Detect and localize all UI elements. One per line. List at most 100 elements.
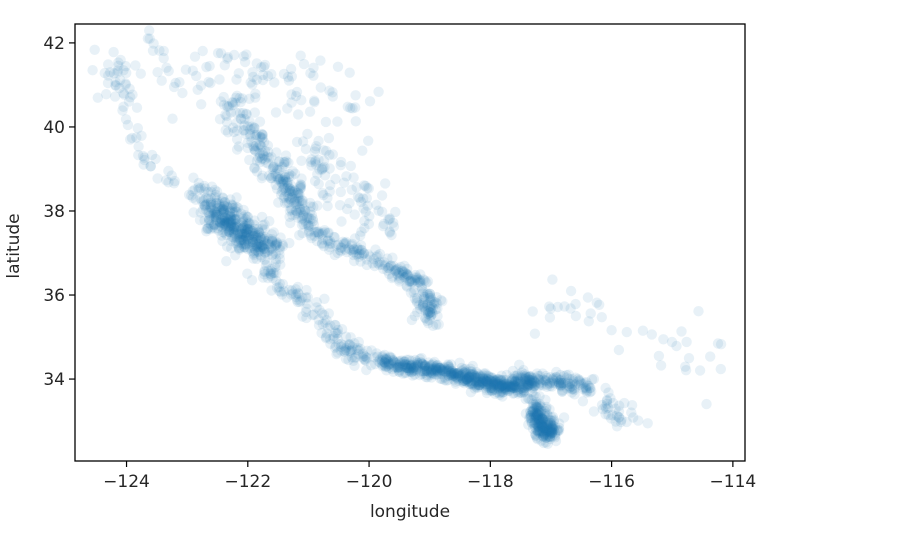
data-point <box>308 70 319 81</box>
data-point <box>517 381 529 392</box>
data-point <box>445 369 456 380</box>
data-point <box>242 142 253 154</box>
data-point <box>482 380 494 391</box>
data-point <box>226 235 237 247</box>
data-point <box>247 237 258 248</box>
data-point <box>234 227 246 238</box>
data-point <box>216 214 227 225</box>
data-point <box>224 216 235 227</box>
data-point <box>225 194 236 205</box>
data-point <box>471 370 482 381</box>
data-point <box>530 430 541 441</box>
data-point <box>473 382 485 393</box>
data-point <box>195 80 207 91</box>
data-point <box>304 197 316 209</box>
data-point <box>238 232 249 243</box>
data-point <box>310 155 321 166</box>
data-point <box>241 224 253 235</box>
data-point <box>346 240 357 251</box>
data-point <box>391 268 403 280</box>
data-point <box>361 254 372 265</box>
data-point <box>242 224 254 235</box>
data-point <box>243 217 254 228</box>
data-point <box>536 413 548 424</box>
data-point <box>221 209 232 221</box>
data-point <box>422 363 434 374</box>
data-point <box>250 145 261 156</box>
data-point <box>345 102 356 114</box>
data-point <box>399 356 410 367</box>
data-point <box>264 244 275 256</box>
data-point <box>294 230 305 241</box>
data-point <box>144 25 155 36</box>
data-point <box>552 426 563 437</box>
data-point <box>448 370 459 381</box>
data-point <box>230 250 241 261</box>
data-point <box>348 244 360 255</box>
data-point <box>313 320 325 331</box>
data-point <box>257 132 268 143</box>
data-point <box>465 363 476 374</box>
data-point <box>203 223 214 234</box>
data-point <box>330 327 341 338</box>
data-point <box>577 378 589 390</box>
data-point <box>538 414 549 425</box>
data-point <box>490 378 502 389</box>
data-point <box>552 301 563 313</box>
data-point <box>432 359 443 371</box>
data-point <box>227 215 238 226</box>
data-point <box>461 368 472 379</box>
data-point <box>522 378 533 390</box>
data-point <box>205 203 216 214</box>
data-point <box>457 373 468 384</box>
data-point <box>509 379 521 391</box>
data-point <box>188 172 199 183</box>
data-point <box>519 376 531 387</box>
data-point <box>586 374 598 385</box>
data-point <box>607 397 619 409</box>
data-point <box>423 362 435 373</box>
data-point <box>210 192 221 203</box>
data-point <box>384 214 395 225</box>
data-point <box>274 249 285 260</box>
data-point <box>243 238 254 249</box>
data-point <box>404 363 415 374</box>
data-point <box>366 345 377 356</box>
data-point <box>238 222 249 233</box>
data-point <box>244 230 255 241</box>
data-point <box>506 381 518 392</box>
data-point <box>447 368 458 379</box>
data-point <box>436 368 448 380</box>
data-point <box>421 299 433 311</box>
data-point <box>211 208 222 219</box>
data-point <box>436 373 448 385</box>
data-point <box>399 260 410 271</box>
data-point <box>601 395 613 407</box>
data-point <box>211 197 222 209</box>
data-point <box>254 116 266 127</box>
data-point <box>214 217 225 228</box>
data-point <box>488 384 500 396</box>
data-point <box>219 217 231 228</box>
data-point <box>274 285 285 297</box>
data-point <box>418 367 429 378</box>
data-point <box>486 385 498 397</box>
data-point <box>533 427 544 438</box>
data-point <box>530 372 542 383</box>
data-point <box>383 214 394 225</box>
data-point <box>225 211 236 222</box>
data-point <box>338 340 350 351</box>
data-point <box>256 141 267 152</box>
data-point <box>142 33 154 44</box>
data-point <box>514 376 525 387</box>
data-point <box>270 238 281 250</box>
data-point <box>539 408 551 420</box>
data-point <box>227 231 238 243</box>
data-point <box>292 199 303 210</box>
data-point <box>114 82 125 94</box>
data-point <box>240 231 251 242</box>
data-point <box>581 384 592 395</box>
data-point <box>524 376 535 387</box>
data-point <box>411 272 423 284</box>
data-point <box>412 359 424 371</box>
